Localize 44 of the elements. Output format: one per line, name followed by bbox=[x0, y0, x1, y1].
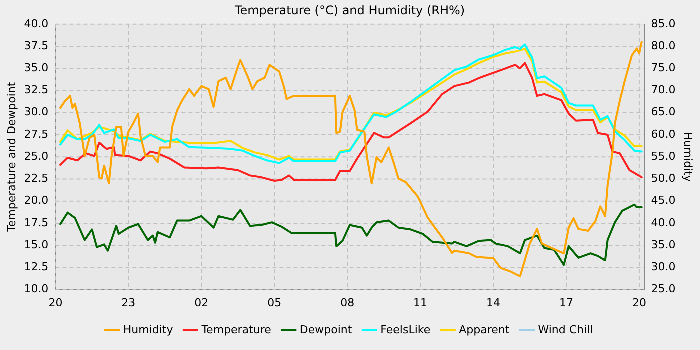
legend-label: Wind Chill bbox=[538, 323, 594, 336]
x-tick-label: 11 bbox=[414, 296, 428, 310]
x-tick-label: 02 bbox=[194, 296, 209, 310]
x-tick-label: 23 bbox=[122, 296, 136, 310]
y2-tick-label: 40.0 bbox=[651, 216, 676, 230]
legend-label: Apparent bbox=[459, 323, 510, 336]
x-tick-label: 14 bbox=[486, 296, 501, 310]
y-tick-label: 40.0 bbox=[24, 17, 49, 30]
y2-tick-label: 25.0 bbox=[651, 282, 676, 296]
y-tick-label: 37.5 bbox=[24, 39, 49, 52]
legend-label: Humidity bbox=[123, 323, 174, 336]
y-tick-label: 25.0 bbox=[24, 150, 49, 163]
y-tick-label: 17.5 bbox=[24, 216, 49, 230]
y2-tick-label: 80.0 bbox=[651, 39, 676, 52]
y-tick-label: 12.5 bbox=[24, 260, 49, 274]
y-tick-label: 22.5 bbox=[24, 172, 49, 186]
y-tick-label: 30.0 bbox=[24, 106, 49, 119]
x-tick-label: 20 bbox=[632, 296, 646, 310]
y2-tick-label: 85.0 bbox=[651, 17, 676, 30]
y2-tick-label: 65.0 bbox=[651, 106, 676, 119]
y-tick-label: 32.5 bbox=[24, 84, 49, 97]
y2-tick-label: 50.0 bbox=[651, 172, 676, 186]
y2-tick-label: 45.0 bbox=[651, 194, 676, 208]
y-tick-label: 20.0 bbox=[24, 194, 49, 208]
y2-tick-label: 55.0 bbox=[651, 150, 676, 163]
x-tick-label: 20 bbox=[48, 296, 63, 310]
y2-tick-label: 30.0 bbox=[651, 260, 676, 274]
legend-label: FeelsLike bbox=[380, 323, 431, 336]
y-tick-label: 10.0 bbox=[24, 282, 49, 296]
y-axis-title: Temperature and Dewpoint bbox=[5, 82, 18, 233]
legend-label: Dewpoint bbox=[300, 323, 353, 336]
y2-tick-label: 35.0 bbox=[651, 238, 676, 252]
chart-title: Temperature (°C) and Humidity (RH%) bbox=[234, 3, 466, 18]
x-tick-label: 17 bbox=[559, 296, 574, 310]
y-tick-label: 35.0 bbox=[24, 61, 49, 74]
legend-label: Temperature bbox=[200, 323, 272, 336]
x-tick-label: 05 bbox=[268, 296, 282, 310]
y2-axis-title: Humidity bbox=[682, 132, 695, 183]
x-tick-label: 08 bbox=[340, 296, 355, 310]
y2-tick-label: 70.0 bbox=[651, 84, 676, 97]
y-tick-label: 27.5 bbox=[24, 128, 49, 141]
y2-tick-label: 75.0 bbox=[651, 61, 676, 74]
y-tick-label: 15.0 bbox=[24, 238, 49, 252]
y2-tick-label: 60.0 bbox=[651, 128, 676, 141]
